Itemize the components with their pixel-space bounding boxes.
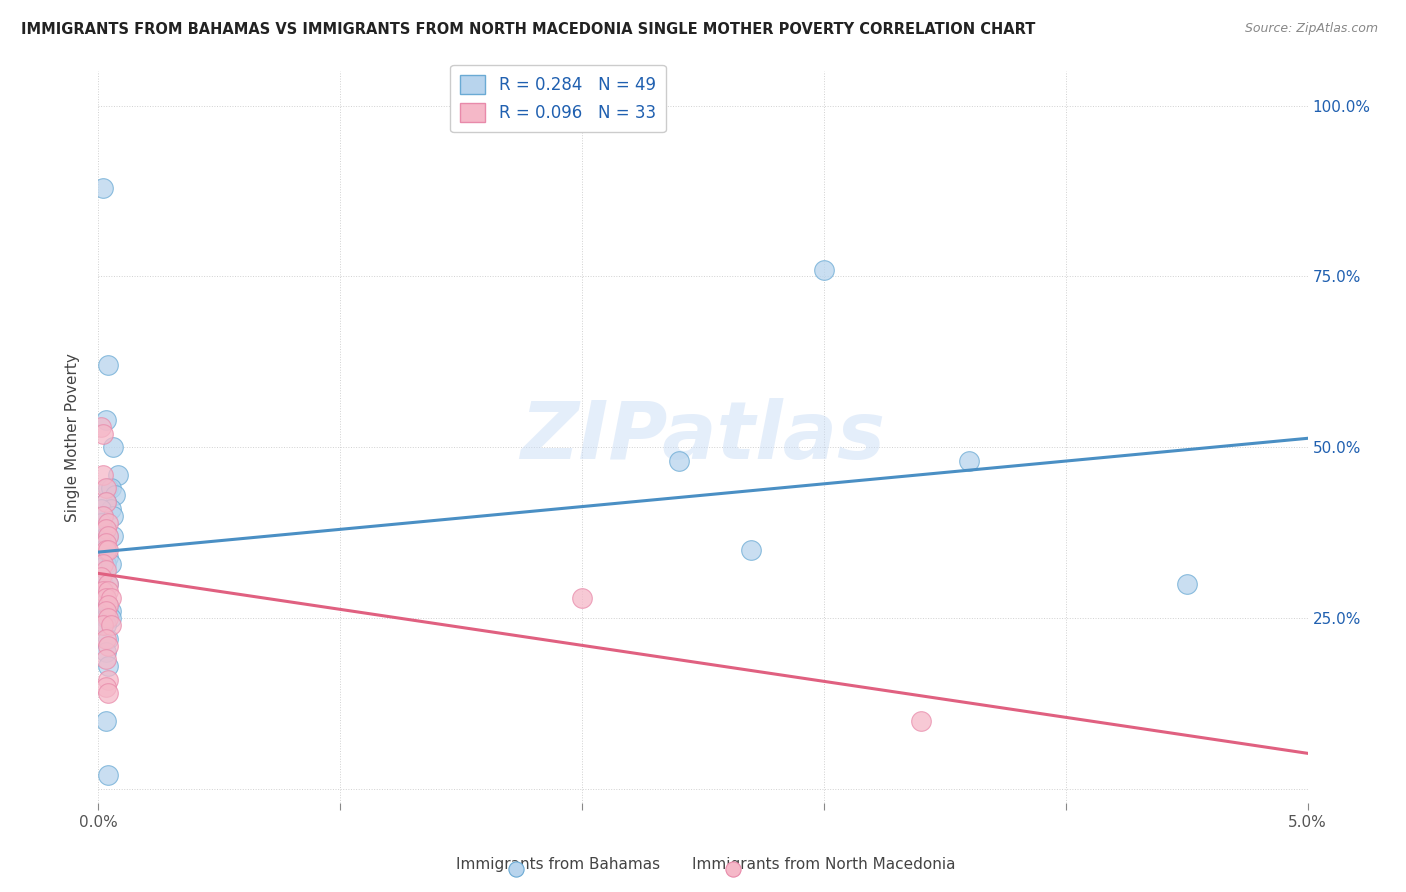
Y-axis label: Single Mother Poverty: Single Mother Poverty <box>65 352 80 522</box>
Point <box>101 440 124 454</box>
Point <box>97 611 120 625</box>
Point <box>97 542 120 557</box>
Point <box>107 467 129 482</box>
Point <box>101 529 124 543</box>
Point <box>94 618 117 632</box>
Point <box>91 618 114 632</box>
Point <box>104 488 127 502</box>
Point <box>97 577 120 591</box>
Point <box>97 686 120 700</box>
Point <box>94 714 117 728</box>
Point <box>957 454 980 468</box>
Text: Immigrants from North Macedonia: Immigrants from North Macedonia <box>692 856 956 871</box>
Point <box>668 454 690 468</box>
Point <box>97 768 120 782</box>
Point <box>94 481 117 495</box>
Point <box>90 570 112 584</box>
Point <box>91 522 114 536</box>
Point <box>100 604 122 618</box>
Point <box>97 598 120 612</box>
Point <box>94 522 117 536</box>
Point <box>91 180 114 194</box>
Point <box>813 262 835 277</box>
Point <box>100 611 122 625</box>
Point <box>740 542 762 557</box>
Point <box>100 591 122 605</box>
Point <box>97 529 120 543</box>
Point <box>94 604 117 618</box>
Point <box>97 604 120 618</box>
Point <box>90 583 112 598</box>
Point <box>100 557 122 571</box>
Point <box>97 632 120 646</box>
Point <box>571 591 593 605</box>
Point <box>94 680 117 694</box>
Point <box>90 501 112 516</box>
Legend: R = 0.284   N = 49, R = 0.096   N = 33: R = 0.284 N = 49, R = 0.096 N = 33 <box>450 65 665 132</box>
Point <box>94 529 117 543</box>
Point <box>94 611 117 625</box>
Point <box>97 529 120 543</box>
Point <box>97 583 120 598</box>
Point <box>91 508 114 523</box>
Point <box>97 659 120 673</box>
Point <box>90 570 112 584</box>
Point <box>94 632 117 646</box>
Text: ZIPatlas: ZIPatlas <box>520 398 886 476</box>
Point <box>94 591 117 605</box>
Point <box>94 495 117 509</box>
Point <box>1175 577 1198 591</box>
Text: IMMIGRANTS FROM BAHAMAS VS IMMIGRANTS FROM NORTH MACEDONIA SINGLE MOTHER POVERTY: IMMIGRANTS FROM BAHAMAS VS IMMIGRANTS FR… <box>21 22 1035 37</box>
Text: Source: ZipAtlas.com: Source: ZipAtlas.com <box>1244 22 1378 36</box>
Point <box>100 618 122 632</box>
Point <box>91 557 114 571</box>
Text: Immigrants from Bahamas: Immigrants from Bahamas <box>456 856 659 871</box>
Point <box>97 673 120 687</box>
Point <box>94 542 117 557</box>
Point <box>94 652 117 666</box>
Point <box>94 645 117 659</box>
Point <box>91 557 114 571</box>
Point <box>100 501 122 516</box>
Point <box>91 577 114 591</box>
Point <box>101 508 124 523</box>
Point <box>97 516 120 530</box>
Point <box>91 426 114 441</box>
Point <box>91 598 114 612</box>
Point <box>97 359 120 373</box>
Point <box>91 583 114 598</box>
Point <box>91 508 114 523</box>
Point <box>91 542 114 557</box>
Point <box>97 639 120 653</box>
Point <box>94 495 117 509</box>
Point <box>91 467 114 482</box>
Point <box>97 549 120 564</box>
Point <box>94 536 117 550</box>
Point <box>94 413 117 427</box>
Point <box>94 557 117 571</box>
Point <box>910 714 932 728</box>
Point <box>100 481 122 495</box>
Point <box>90 516 112 530</box>
Point <box>94 604 117 618</box>
Point <box>94 542 117 557</box>
Point <box>97 598 120 612</box>
Point <box>94 591 117 605</box>
Point <box>90 420 112 434</box>
Point <box>90 536 112 550</box>
Point <box>97 481 120 495</box>
Point <box>97 577 120 591</box>
Point <box>90 557 112 571</box>
Point <box>94 563 117 577</box>
